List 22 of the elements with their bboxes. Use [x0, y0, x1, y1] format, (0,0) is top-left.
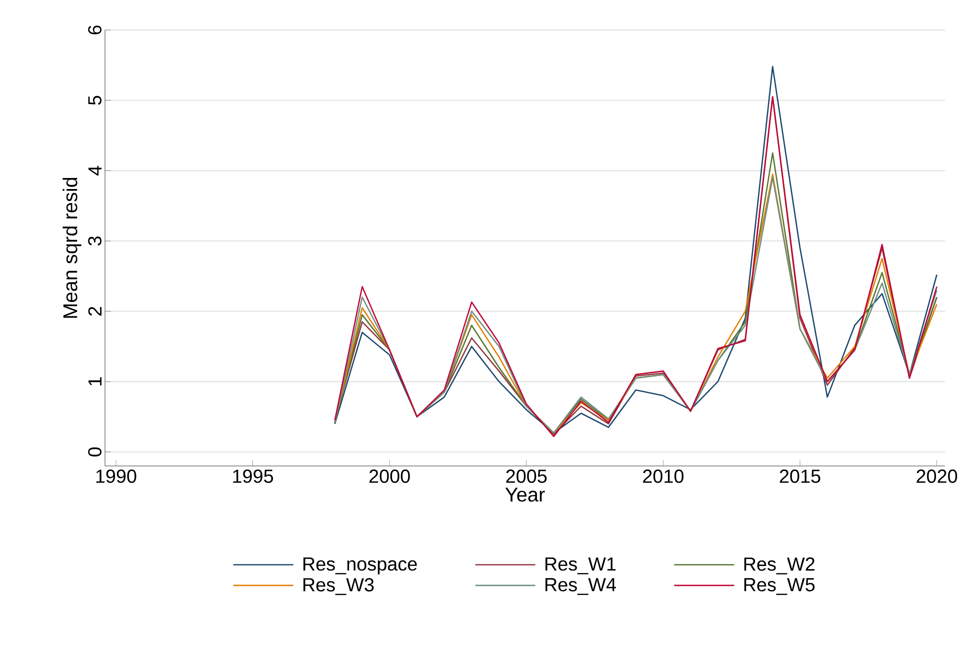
x-axis-title: Year	[505, 488, 545, 502]
x-tick-label: 2000	[369, 470, 410, 483]
x-tick-label: 2020	[916, 470, 958, 483]
x-tick-label: 2010	[643, 470, 684, 483]
legend-label: Res_W1	[545, 557, 616, 574]
y-axis-title: Mean sqrd resid	[62, 178, 82, 318]
legend-label: Res_W3	[303, 578, 374, 596]
x-tick-label: 2015	[780, 470, 820, 483]
legend-label: Res_W2	[744, 557, 814, 574]
x-tick-label: 1990	[96, 470, 136, 483]
x-tick-label: 2005	[506, 470, 547, 483]
y-tick-label: 6	[88, 26, 102, 34]
y-tick-label: 1	[88, 377, 102, 386]
y-tick-label: 5	[88, 96, 102, 105]
y-tick-label: 3	[88, 236, 102, 246]
y-tick-label: 0	[88, 447, 102, 456]
legend-label: Res_nospace	[303, 557, 417, 574]
legend-label: Res_W4	[545, 578, 616, 595]
legend-label: Res_W5	[744, 578, 815, 595]
x-tick-label: 1995	[233, 470, 274, 483]
y-tick-label: 4	[88, 166, 102, 176]
y-tick-label: 2	[88, 306, 102, 316]
